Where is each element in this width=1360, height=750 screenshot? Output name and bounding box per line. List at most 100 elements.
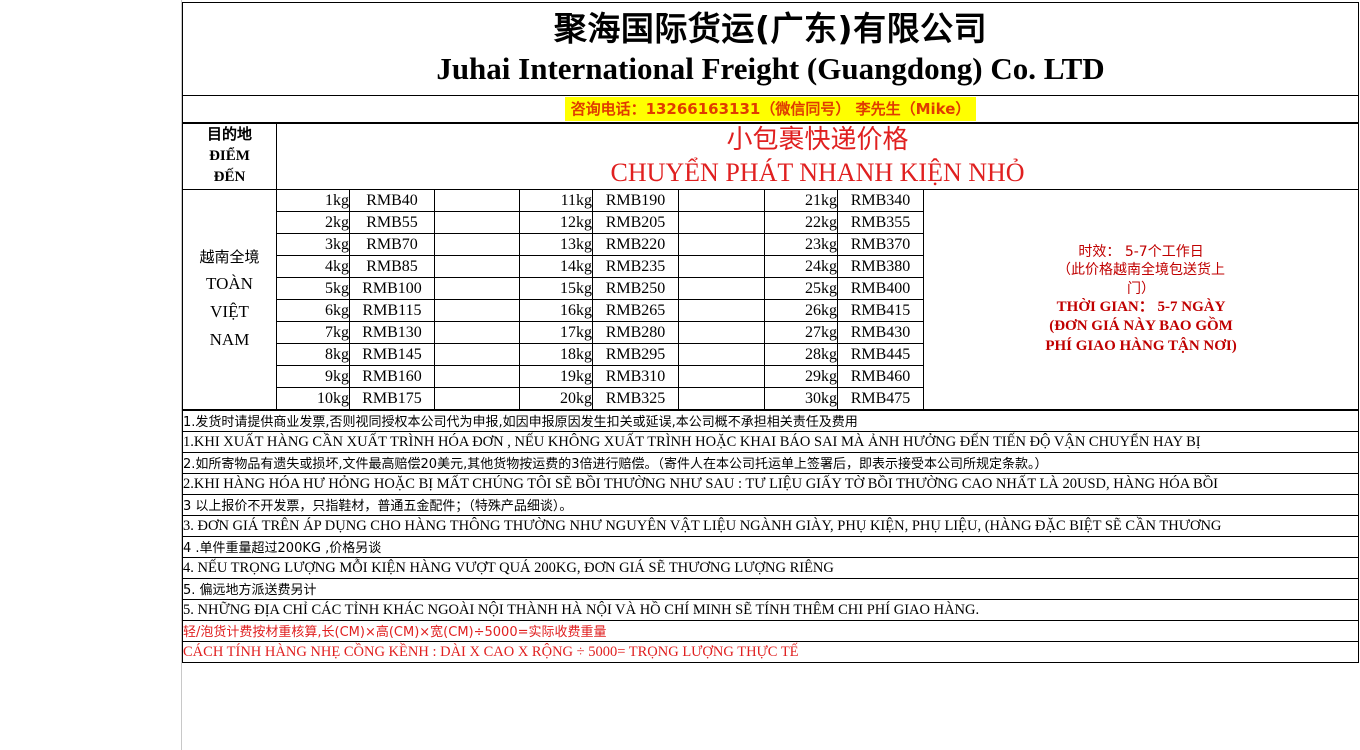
footnotes-table: 1.发货时请提供商业发票,否则视同授权本公司代为申报,如因申报原因发生扣关或延误… xyxy=(182,410,1359,664)
weight-cell: 28kg xyxy=(764,343,838,367)
sheet-left-gutter xyxy=(0,0,181,750)
banner-title-vn: CHUYỂN PHÁT NHANH KIỆN NHỎ xyxy=(610,157,1025,187)
spacer-cell xyxy=(678,365,765,389)
weight-cell: 30kg xyxy=(764,387,838,411)
spacer-cell xyxy=(678,211,765,235)
price-table: 目的地 ĐIỂM ĐẾN 小包裹快递价格 CHUYỂN PHÁT NHANH K… xyxy=(182,122,1360,411)
footnote-cell: 4 .单件重量超过200KG ,价格另谈 xyxy=(182,536,1359,559)
footnote-row: 2.如所寄物品有遗失或损坏,文件最高赔偿20美元,其他货物按运费的3倍进行赔偿。… xyxy=(182,452,1359,475)
header-table: 聚海国际货运(广东)有限公司 Juhai International Freig… xyxy=(182,2,1359,123)
weight-cell: 5kg xyxy=(276,277,350,301)
footnote-row: 5. NHỮNG ĐỊA CHỈ CÁC TỈNH KHÁC NGOÀI NỘI… xyxy=(182,599,1359,622)
footnote-row: 3 以上报价不开发票，只指鞋材，普通五金配件；（特殊产品细谈）。 xyxy=(182,494,1359,517)
weight-cell: 11kg xyxy=(519,189,593,213)
footnote-cell: 4. NẾU TRỌNG LƯỢNG MỖI KIỆN HÀNG VƯỢT QU… xyxy=(182,557,1359,580)
price-cell: RMB160 xyxy=(349,365,435,389)
footnote-text: 1.发货时请提供商业发票,否则视同授权本公司代为申报,如因申报原因发生扣关或延误… xyxy=(183,415,858,431)
spacer-cell xyxy=(434,299,520,323)
price-cell: RMB370 xyxy=(837,233,924,257)
footnote-text: 4 .单件重量超过200KG ,价格另谈 xyxy=(183,541,382,557)
weight-cell: 18kg xyxy=(519,343,593,367)
price-row: 越南全境 TOÀN VIỆT NAM 1kg RMB40 11kg RMB190… xyxy=(182,189,1360,411)
price-cell: RMB190 xyxy=(592,189,679,213)
footnote-text: 1.KHI XUẤT HÀNG CẦN XUẤT TRÌNH HÓA ĐƠN ,… xyxy=(183,434,1201,451)
weight-cell: 6kg xyxy=(276,299,350,323)
weight-cell: 16kg xyxy=(519,299,593,323)
price-cell: RMB175 xyxy=(349,387,435,411)
note-vn-3: PHÍ GIAO HÀNG TẬN NƠI) xyxy=(1045,337,1237,354)
price-cell: RMB310 xyxy=(592,365,679,389)
spacer-cell xyxy=(678,277,765,301)
banner-cell: 小包裹快递价格 CHUYỂN PHÁT NHANH KIỆN NHỎ xyxy=(275,122,1360,191)
price-cell: RMB340 xyxy=(837,189,924,213)
price-cell: RMB380 xyxy=(837,255,924,279)
weight-cell: 19kg xyxy=(519,365,593,389)
footnote-cell: 1.发货时请提供商业发票,否则视同授权本公司代为申报,如因申报原因发生扣关或延误… xyxy=(182,410,1359,433)
price-row: 6kg RMB115 16kg RMB265 26kg RMB415 xyxy=(183,299,1359,323)
footnote-cell: 轻/泡货计费按材重核算,长(CM)×高(CM)×宽(CM)÷5000=实际收费重… xyxy=(182,620,1359,643)
price-cell: RMB280 xyxy=(592,321,679,345)
price-cell: RMB130 xyxy=(349,321,435,345)
footnote-text: 3. ĐƠN GIÁ TRÊN ÁP DỤNG CHO HÀNG THÔNG T… xyxy=(183,518,1222,535)
weight-cell: 9kg xyxy=(276,365,350,389)
price-cell: RMB85 xyxy=(349,255,435,279)
footnote-text: 5. 偏远地方派送费另计 xyxy=(183,583,317,599)
weight-cell: 13kg xyxy=(519,233,593,257)
footnote-row: 2.KHI HÀNG HÓA HƯ HỎNG HOẶC BỊ MẤT CHÚNG… xyxy=(182,473,1359,496)
spacer-cell xyxy=(434,321,520,345)
footnote-text: 5. NHỮNG ĐỊA CHỈ CÁC TỈNH KHÁC NGOÀI NỘI… xyxy=(183,602,980,619)
note-cn-3: 门） xyxy=(1127,280,1156,297)
transit-time-note: 时效： 5-7个工作日 （此价格越南全境包送货上 门） THỜI GIAN： 5… xyxy=(922,189,1360,411)
spacer-cell xyxy=(434,211,520,235)
weight-cell: 2kg xyxy=(276,211,350,235)
spacer-cell xyxy=(678,343,765,367)
footnote-text: 2.KHI HÀNG HÓA HƯ HỎNG HOẶC BỊ MẤT CHÚNG… xyxy=(183,476,1218,493)
destination-header-cell: 目的地 ĐIỂM ĐẾN xyxy=(182,122,277,191)
weight-cell: 20kg xyxy=(519,387,593,411)
weight-cell: 23kg xyxy=(764,233,838,257)
destination-header-vn2: ĐẾN xyxy=(213,169,246,186)
price-cell: RMB475 xyxy=(837,387,924,411)
price-cell: RMB55 xyxy=(349,211,435,235)
spacer-cell xyxy=(678,233,765,257)
weight-cell: 26kg xyxy=(764,299,838,323)
weight-cell: 3kg xyxy=(276,233,350,257)
footnote-text: 轻/泡货计费按材重核算,长(CM)×高(CM)×宽(CM)÷5000=实际收费重… xyxy=(183,625,607,641)
footnote-row: 4. NẾU TRỌNG LƯỢNG MỖI KIỆN HÀNG VƯỢT QU… xyxy=(182,557,1359,580)
footnote-cell: CÁCH TÍNH HÀNG NHẸ CỒNG KỀNH : DÀI X CAO… xyxy=(182,641,1359,664)
weight-cell: 8kg xyxy=(276,343,350,367)
weight-cell: 1kg xyxy=(276,189,350,213)
footnote-row: 1.KHI XUẤT HÀNG CẦN XUẤT TRÌNH HÓA ĐƠN ,… xyxy=(182,431,1359,454)
price-cell: RMB70 xyxy=(349,233,435,257)
note-cn-2: （此价格越南全境包送货上 xyxy=(1057,262,1226,279)
spacer-cell xyxy=(434,365,520,389)
price-cell: RMB445 xyxy=(837,343,924,367)
weight-cell: 14kg xyxy=(519,255,593,279)
footnote-cell: 2.KHI HÀNG HÓA HƯ HỎNG HOẶC BỊ MẤT CHÚNG… xyxy=(182,473,1359,496)
price-cell: RMB460 xyxy=(837,365,924,389)
price-cell: RMB100 xyxy=(349,277,435,301)
price-cell: RMB265 xyxy=(592,299,679,323)
price-row: 4kg RMB85 14kg RMB235 24kg RMB380 xyxy=(183,255,1359,279)
weight-cell: 17kg xyxy=(519,321,593,345)
destination-name-vn1: TOÀN xyxy=(206,273,253,293)
spacer-cell xyxy=(434,233,520,257)
footnote-cell: 2.如所寄物品有遗失或损坏,文件最高赔偿20美元,其他货物按运费的3倍进行赔偿。… xyxy=(182,452,1359,475)
weight-cell: 21kg xyxy=(764,189,838,213)
weight-cell: 22kg xyxy=(764,211,838,235)
footnote-text: 3 以上报价不开发票，只指鞋材，普通五金配件；（特殊产品细谈）。 xyxy=(183,499,573,515)
company-name-cn: 聚海国际货运(广东)有限公司 xyxy=(553,9,988,48)
price-cell: RMB430 xyxy=(837,321,924,345)
spacer-cell xyxy=(434,343,520,367)
footnote-cell: 5. 偏远地方派送费另计 xyxy=(182,578,1359,601)
weight-cell: 25kg xyxy=(764,277,838,301)
sheet-gutter-divider xyxy=(181,0,182,750)
price-row: 9kg RMB160 19kg RMB310 29kg RMB460 xyxy=(183,365,1359,389)
weight-cell: 12kg xyxy=(519,211,593,235)
note-vn-2: (ĐƠN GIÁ NÀY BAO GỒM xyxy=(1049,318,1233,335)
company-title-row: 聚海国际货运(广东)有限公司 Juhai International Freig… xyxy=(182,2,1359,96)
price-row: 7kg RMB130 17kg RMB280 27kg RMB430 xyxy=(183,321,1359,345)
footnote-text: CÁCH TÍNH HÀNG NHẸ CỒNG KỀNH : DÀI X CAO… xyxy=(183,644,799,661)
footnote-cell: 1.KHI XUẤT HÀNG CẦN XUẤT TRÌNH HÓA ĐƠN ,… xyxy=(182,431,1359,454)
